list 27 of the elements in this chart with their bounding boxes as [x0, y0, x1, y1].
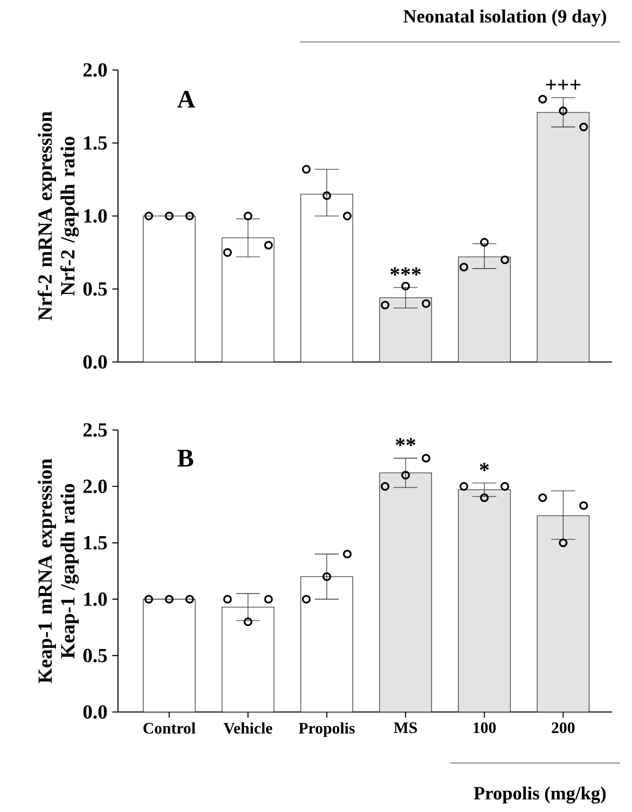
y-tick-label: 1.0	[84, 592, 107, 606]
annotation: A	[177, 90, 196, 108]
annotation: *	[480, 462, 489, 471]
x-tick-label: Vehicle	[224, 722, 272, 734]
y-tick-label: 2.0	[83, 63, 107, 77]
x-tick-label: 200	[552, 722, 575, 734]
y-tick-label: 1.5	[84, 136, 107, 150]
y-tick-label: 2.0	[83, 480, 107, 494]
x-tick-label: Control	[143, 722, 196, 734]
y-axis-title: Nrf-2 mRNA expression Nrf-2 /gapdh ratio	[38, 112, 79, 320]
y-axis-title: Keap-1 mRNA expression Keap-1 /gapdh ratio	[38, 458, 79, 684]
x-tick-label: MS	[394, 722, 417, 734]
y-tick-label: 2.5	[83, 423, 107, 437]
x-tick-label: 100	[474, 722, 496, 734]
annotation: +++	[546, 80, 580, 90]
x-tick-label: Propolis	[298, 722, 355, 737]
annotation: ***	[390, 267, 421, 276]
y-tick-label: 0.0	[83, 705, 107, 719]
y-tick-label: 0.5	[83, 648, 107, 662]
text: Neonatal isolation (9 day)	[403, 9, 606, 26]
y-tick-label: 1.0	[84, 209, 107, 223]
y-tick-label: 0.5	[83, 282, 107, 296]
text: Propolis (mg/kg)	[474, 786, 606, 804]
annotation: B	[177, 450, 194, 467]
y-tick-label: 0.0	[83, 355, 107, 369]
y-tick-label: 1.5	[84, 536, 107, 550]
annotation: **	[396, 438, 416, 446]
